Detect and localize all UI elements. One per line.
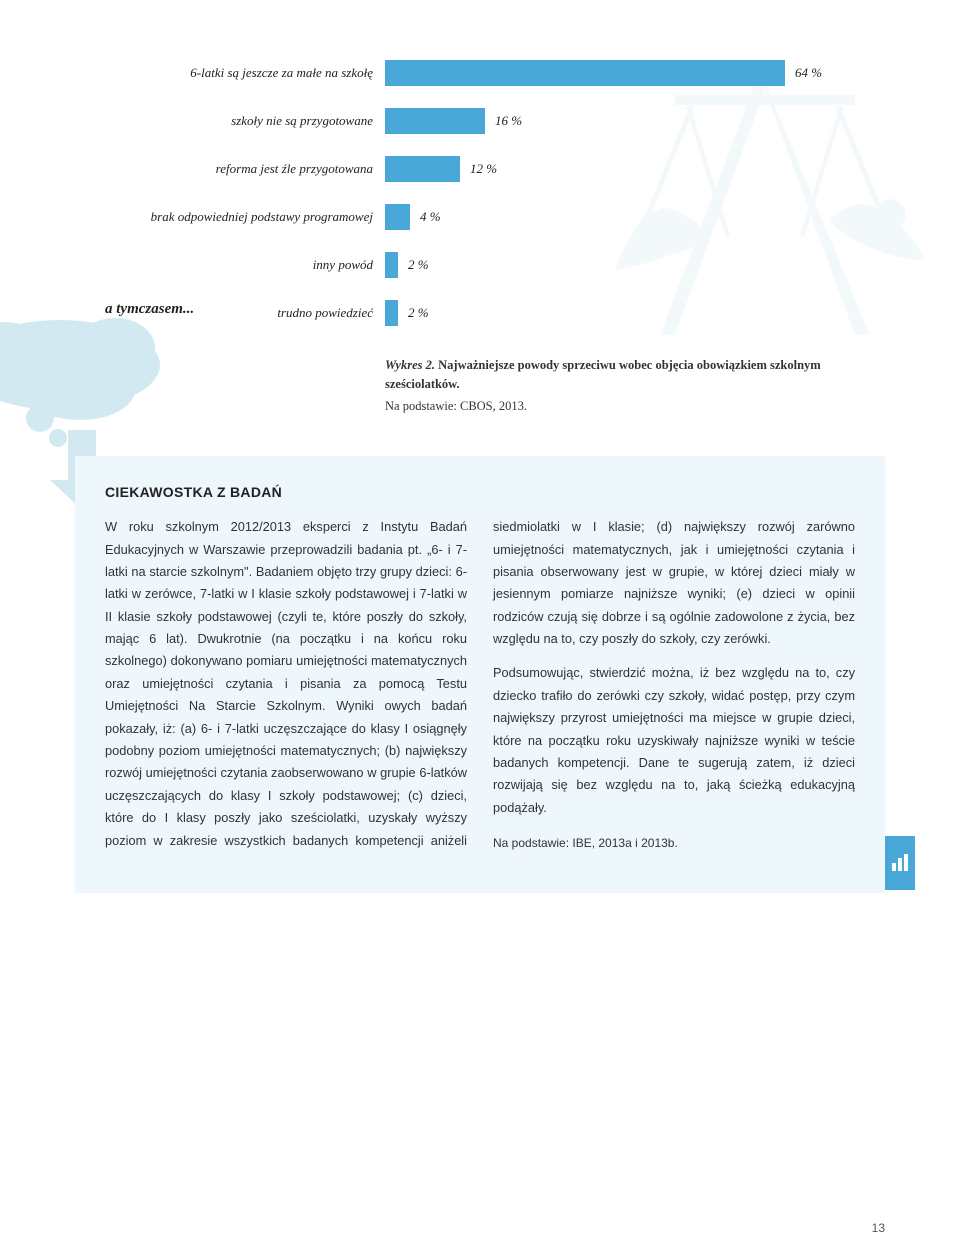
chart-label: szkoły nie są przygotowane bbox=[75, 113, 385, 129]
chart-value: 4 % bbox=[420, 209, 441, 225]
chart-value: 2 % bbox=[408, 305, 429, 321]
chart-row: trudno powiedzieć 2 % bbox=[75, 300, 885, 326]
chart-row: reforma jest źle przygotowana 12 % bbox=[75, 156, 885, 182]
body-paragraph: Podsumowując, stwierdzić można, iż bez w… bbox=[493, 662, 855, 819]
aside-label: a tymczasem... bbox=[105, 301, 194, 318]
body-columns: W roku szkolnym 2012/2013 eksperci z Ins… bbox=[105, 516, 855, 859]
chart-tab-icon bbox=[885, 836, 915, 890]
section-heading: CIEKAWOSTKA Z BADAŃ bbox=[105, 484, 855, 500]
chart-row: 6-latki są jeszcze za małe na szkołę 64 … bbox=[75, 60, 885, 86]
chart-section: 6-latki są jeszcze za małe na szkołę 64 … bbox=[75, 60, 885, 326]
chart-label: brak odpowiedniej podstawy programowej bbox=[75, 209, 385, 225]
chart-row: inny powód 2 % bbox=[75, 252, 885, 278]
chart-caption: Wykres 2. Najważniejsze powody sprzeciwu… bbox=[385, 356, 825, 416]
figure-source: Na podstawie: CBOS, 2013. bbox=[385, 397, 825, 416]
chart-bar bbox=[385, 204, 410, 230]
chart-label: 6-latki są jeszcze za małe na szkołę bbox=[75, 65, 385, 81]
chart-row: szkoły nie są przygotowane 16 % bbox=[75, 108, 885, 134]
chart-bar bbox=[385, 252, 398, 278]
chart-bar bbox=[385, 300, 398, 326]
chart-value: 64 % bbox=[795, 65, 822, 81]
chart-bar bbox=[385, 60, 785, 86]
chart-bar bbox=[385, 156, 460, 182]
chart-label: reforma jest źle przygotowana bbox=[75, 161, 385, 177]
chart-label: inny powód bbox=[75, 257, 385, 273]
research-note-panel: CIEKAWOSTKA Z BADAŃ W roku szkolnym 2012… bbox=[75, 456, 885, 893]
chart-bar bbox=[385, 108, 485, 134]
figure-title: Najważniejsze powody sprzeciwu wobec obj… bbox=[385, 358, 821, 391]
chart-value: 16 % bbox=[495, 113, 522, 129]
page-number: 13 bbox=[872, 1221, 885, 1235]
chart-value: 2 % bbox=[408, 257, 429, 273]
chart-value: 12 % bbox=[470, 161, 497, 177]
source-note: Na podstawie: IBE, 2013a i 2013b. bbox=[493, 833, 855, 854]
figure-label: Wykres 2. bbox=[385, 358, 435, 372]
chart-row: brak odpowiedniej podstawy programowej 4… bbox=[75, 204, 885, 230]
